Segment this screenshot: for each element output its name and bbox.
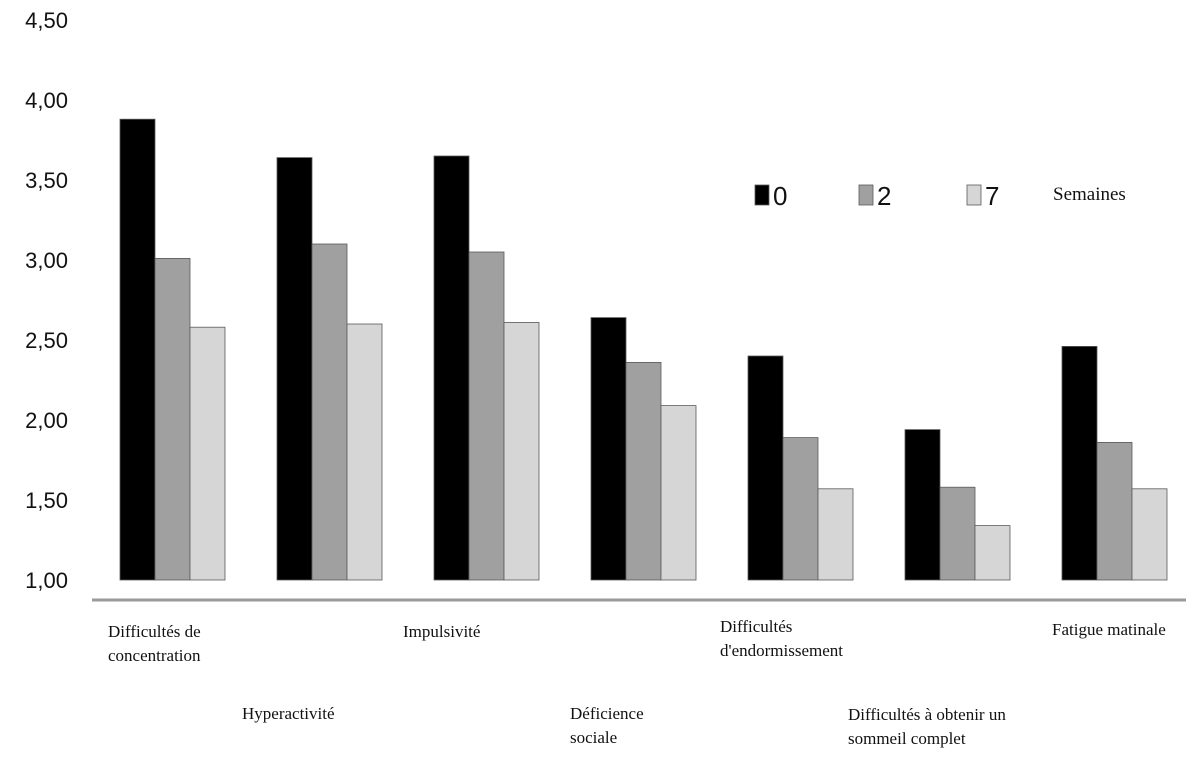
legend-label-0: 0 xyxy=(773,181,787,211)
bar-6-series-2 xyxy=(939,486,976,581)
bar-7-series-2 xyxy=(1096,441,1133,581)
y-tick-label: 1,00 xyxy=(25,568,68,593)
category-labels: Difficultés de concentration Hyperactivité… xyxy=(108,617,1166,748)
bar-3-series-2 xyxy=(468,251,505,581)
legend-title: Semaines xyxy=(1053,184,1126,205)
y-tick-label: 4,50 xyxy=(25,8,68,33)
category-label: Fatigue matinale xyxy=(1052,620,1166,639)
bar-6-series-7 xyxy=(974,525,1011,581)
legend-label-7: 7 xyxy=(985,181,999,211)
category-label: Impulsivité xyxy=(403,622,480,641)
bar-7-series-0 xyxy=(1061,345,1098,581)
category-label: Déficience sociale xyxy=(570,704,644,747)
category-label: Difficultés à obtenir un sommeil complet xyxy=(848,705,1006,748)
legend-swatch-2 xyxy=(858,184,874,206)
bar-6-series-0 xyxy=(904,429,941,581)
bar-1-series-7 xyxy=(189,326,226,581)
bar-2-series-7 xyxy=(346,323,383,581)
bar-1-series-2 xyxy=(154,257,191,581)
bar-1-series-0 xyxy=(119,118,156,581)
legend: 0 2 7 Semaines xyxy=(754,181,1126,211)
bar-7-series-7 xyxy=(1131,488,1168,581)
bar-2-series-2 xyxy=(311,243,348,581)
bars-layer xyxy=(119,118,1168,581)
legend-swatch-7 xyxy=(966,184,982,206)
y-tick-label: 1,50 xyxy=(25,488,68,513)
y-tick-label: 3,00 xyxy=(25,248,68,273)
bar-4-series-7 xyxy=(660,405,697,581)
category-label: Hyperactivité xyxy=(242,704,335,723)
bar-3-series-0 xyxy=(433,155,470,581)
bar-3-series-7 xyxy=(503,321,540,581)
bar-5-series-0 xyxy=(747,355,784,581)
bar-4-series-2 xyxy=(625,361,662,581)
category-label: Difficultés de concentration xyxy=(108,622,201,665)
y-tick-label: 4,00 xyxy=(25,88,68,113)
legend-swatch-0 xyxy=(754,184,770,206)
bar-4-series-0 xyxy=(590,317,627,581)
y-tick-label: 2,00 xyxy=(25,408,68,433)
category-label: Difficultés d'endormissement xyxy=(720,617,843,660)
bar-2-series-0 xyxy=(276,157,313,581)
bar-5-series-7 xyxy=(817,488,854,581)
y-tick-label: 3,50 xyxy=(25,168,68,193)
axis-layer: 1,00 1,50 2,00 2,50 3,00 3,50 4,00 4,50 xyxy=(25,8,1186,602)
legend-label-2: 2 xyxy=(877,181,891,211)
y-tick-label: 2,50 xyxy=(25,328,68,353)
bar-5-series-2 xyxy=(782,437,819,581)
